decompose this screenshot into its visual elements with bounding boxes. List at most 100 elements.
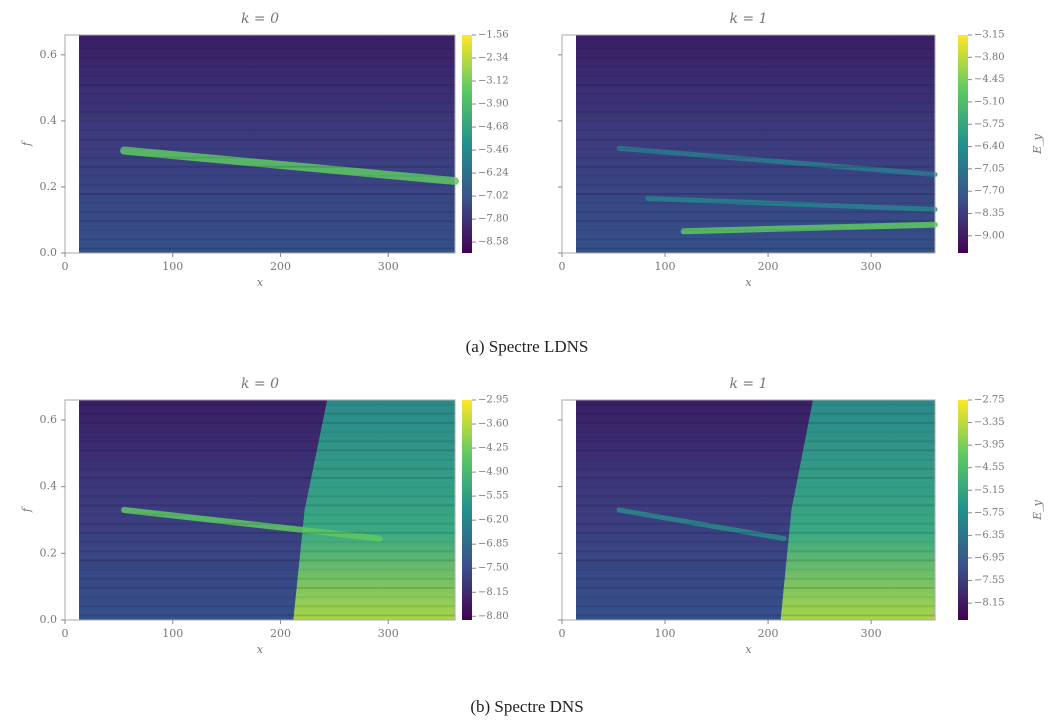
colorbar-tick-label: −2.75 [974, 395, 1005, 406]
colorbar-tick-label: −4.68 [478, 122, 509, 133]
colorbar-tick-label: −7.05 [974, 163, 1005, 174]
y-tick-label: 0.2 [40, 546, 58, 559]
colorbar-tick-label: −4.55 [974, 462, 1005, 473]
caption: (a) Spectre LDNS [466, 337, 589, 356]
x-tick-label: 0 [559, 260, 566, 273]
x-tick-label: 0 [559, 627, 566, 640]
colorbar-label: E_y [1031, 133, 1044, 155]
colorbar-tick-label: −7.02 [478, 191, 509, 202]
heatmap-field [79, 35, 455, 253]
colorbar-tick-label: −6.85 [478, 539, 509, 550]
plot-title: k = 1 [729, 376, 767, 392]
x-tick-label: 0 [62, 260, 69, 273]
caption: (b) Spectre DNS [470, 697, 583, 716]
x-tick-label: 300 [861, 627, 882, 640]
plot-title: k = 1 [729, 11, 767, 27]
colorbar-tick-label: −7.80 [478, 214, 509, 225]
y-axis-label: f [20, 506, 33, 513]
colorbar-tick-label: −8.15 [478, 587, 509, 598]
colorbar-tick-label: −5.10 [974, 96, 1005, 107]
heatmap [79, 400, 455, 620]
x-tick-label: 300 [378, 627, 399, 640]
colorbar-tick-label: −6.95 [974, 552, 1005, 563]
colorbar-tick-label: −5.75 [974, 507, 1005, 518]
x-tick-label: 0 [62, 627, 69, 640]
x-tick-label: 200 [270, 627, 291, 640]
heatmap-field [576, 35, 935, 253]
heatmap-band [616, 507, 787, 542]
x-tick-label: 300 [378, 260, 399, 273]
heatmap-band [680, 221, 938, 235]
x-axis-label: x [745, 276, 752, 289]
colorbar [958, 400, 968, 620]
plot-frame [561, 34, 936, 254]
plot-title: k = 0 [241, 11, 279, 27]
heatmap [576, 35, 938, 253]
y-axis-label: f [20, 140, 33, 147]
colorbar-tick-label: −6.24 [478, 168, 509, 179]
colorbar-tick-label: −4.25 [478, 443, 509, 454]
plot-frame [561, 399, 936, 621]
colorbar-tick-label: −7.55 [974, 575, 1005, 586]
heatmap-region [293, 400, 455, 620]
x-axis-label: x [257, 276, 264, 289]
colorbar [958, 35, 968, 253]
colorbar-tick-label: −7.70 [974, 186, 1005, 197]
colorbar-tick-label: −5.75 [974, 119, 1005, 130]
x-tick-label: 100 [655, 260, 676, 273]
colorbar-tick-label: −5.55 [478, 491, 509, 502]
x-tick-label: 300 [861, 260, 882, 273]
colorbar-tick-label: −3.35 [974, 417, 1005, 428]
colorbar-tick-label: −3.80 [974, 52, 1005, 63]
colorbar-tick-label: −2.34 [478, 53, 509, 64]
y-tick-label: 0.0 [40, 613, 58, 626]
colorbar-tick-label: −3.95 [974, 440, 1005, 451]
colorbar-label: E_y [1031, 499, 1044, 521]
y-tick-label: 0.0 [40, 246, 58, 259]
plot-title: k = 0 [241, 376, 279, 392]
heatmap-band [616, 145, 938, 178]
colorbar-tick-label: −8.35 [974, 208, 1005, 219]
colorbar-tick-label: −6.20 [478, 515, 509, 526]
colorbar-tick-label: −4.45 [974, 74, 1005, 85]
y-tick-label: 0.6 [40, 413, 58, 426]
x-tick-label: 200 [758, 627, 779, 640]
y-tick-label: 0.2 [40, 180, 58, 193]
colorbar-tick-label: −8.15 [974, 598, 1005, 609]
y-tick-label: 0.4 [40, 114, 58, 127]
colorbar-tick-label: −3.60 [478, 419, 509, 430]
colorbar-tick-label: −3.12 [478, 76, 509, 87]
colorbar-tick-label: −3.15 [974, 30, 1005, 41]
colorbar-tick-label: −2.95 [478, 395, 509, 406]
colorbar-tick-label: −9.00 [974, 230, 1005, 241]
colorbar-tick-label: −4.90 [478, 467, 509, 478]
colorbar-tick-label: −5.46 [478, 145, 509, 156]
x-axis-label: x [745, 643, 752, 656]
x-tick-label: 200 [270, 260, 291, 273]
colorbar-tick-label: −6.35 [974, 530, 1005, 541]
heatmap-band [121, 507, 383, 542]
y-tick-label: 0.4 [40, 480, 58, 493]
y-tick-label: 0.6 [40, 48, 58, 61]
colorbar-tick-label: −7.50 [478, 563, 509, 574]
x-tick-label: 200 [758, 260, 779, 273]
x-axis-label: x [257, 643, 264, 656]
colorbar-tick-label: −6.40 [974, 141, 1005, 152]
colorbar-tick-label: −3.90 [478, 99, 509, 110]
heatmap-band [120, 146, 459, 186]
colorbar [462, 35, 472, 253]
heatmap [79, 35, 459, 253]
x-tick-label: 100 [162, 260, 183, 273]
colorbar-tick-label: −1.56 [478, 30, 509, 41]
heatmap [576, 400, 935, 620]
heatmap-region [780, 400, 935, 620]
colorbar [462, 400, 472, 620]
plot-frame [64, 34, 456, 254]
plot-frame [64, 399, 456, 621]
heatmap-band [645, 196, 938, 212]
x-tick-label: 100 [655, 627, 676, 640]
colorbar-tick-label: −5.15 [974, 485, 1005, 496]
colorbar-tick-label: −8.58 [478, 237, 509, 248]
x-tick-label: 100 [162, 627, 183, 640]
